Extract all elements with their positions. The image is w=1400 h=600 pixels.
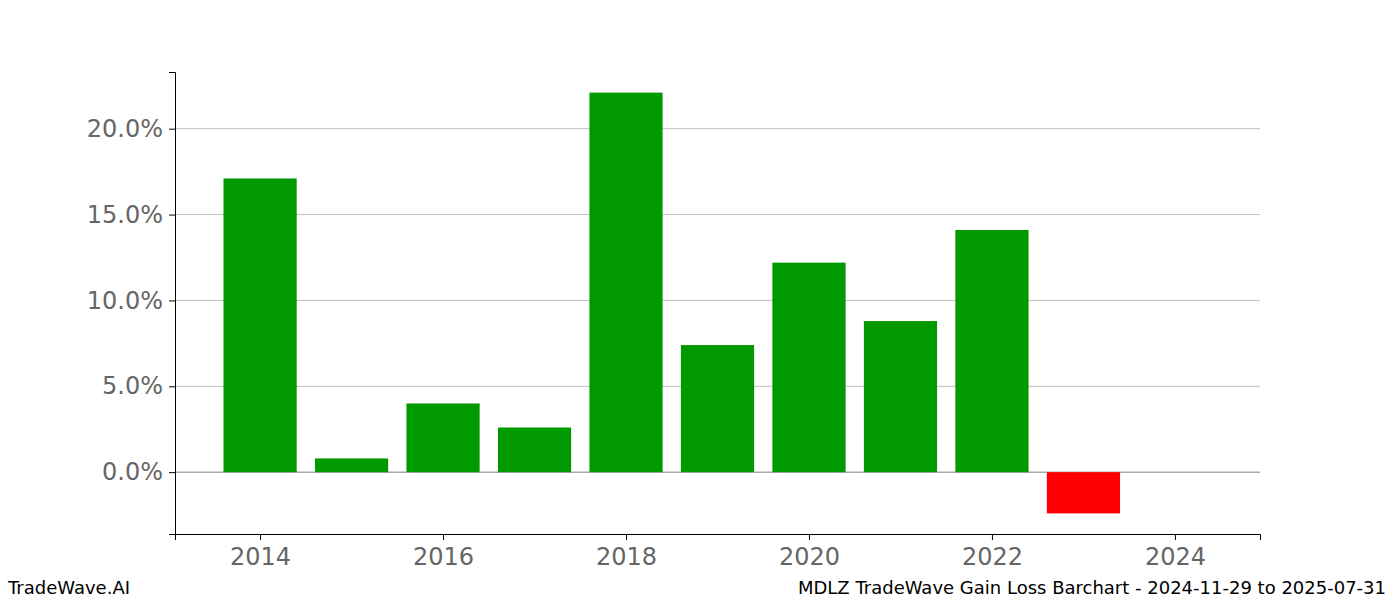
y-axis-line — [169, 73, 176, 535]
bar — [406, 403, 479, 472]
x-tick-mark — [992, 534, 993, 540]
bar — [955, 230, 1028, 472]
x-tick: 2016 — [413, 534, 474, 571]
y-tick-mark — [169, 215, 175, 216]
x-axis-line — [176, 535, 1261, 541]
bar — [589, 93, 662, 473]
grid-line — [175, 128, 1260, 129]
x-tick-label: 2022 — [962, 543, 1023, 571]
y-tick-label: 20.0% — [87, 115, 163, 143]
x-tick: 2018 — [596, 534, 657, 571]
y-tick: 0.0% — [102, 458, 175, 486]
x-tick-mark — [1175, 534, 1176, 540]
bar — [1047, 472, 1120, 513]
x-tick: 2014 — [230, 534, 291, 571]
title: MDLZ TradeWave Gain Loss Barchart - 2024… — [798, 577, 1386, 598]
grid-line — [175, 214, 1260, 215]
x-tick-mark — [443, 534, 444, 540]
grid — [175, 129, 1260, 472]
x-tick-mark — [260, 534, 261, 540]
y-tick: 10.0% — [87, 287, 175, 315]
x-tick-label: 2014 — [230, 543, 291, 571]
y-tick-mark — [169, 129, 175, 130]
x-tick: 2020 — [779, 534, 840, 571]
bar — [223, 178, 296, 472]
bar — [864, 321, 937, 472]
footer-left: TradeWave.AI — [7, 577, 130, 598]
y-tick-mark — [169, 300, 175, 301]
y-tick: 15.0% — [87, 201, 175, 229]
y-tick-mark — [169, 472, 175, 473]
y-tick-label: 0.0% — [102, 458, 163, 486]
y-tick-label: 10.0% — [87, 287, 163, 315]
x-tick: 2022 — [962, 534, 1023, 571]
y-tick-label: 5.0% — [102, 372, 163, 400]
x-tick-label: 2016 — [413, 543, 474, 571]
x-tick: 2024 — [1145, 534, 1206, 571]
y-tick: 20.0% — [87, 115, 175, 143]
bar — [315, 458, 388, 472]
x-tick-label: 2024 — [1145, 543, 1206, 571]
chart: 0.0%5.0%10.0%15.0%20.0%20142016201820202… — [0, 0, 1400, 600]
x-tick-mark — [809, 534, 810, 540]
grid-line — [175, 300, 1260, 301]
bars — [223, 93, 1120, 514]
bar — [681, 345, 754, 472]
y-tick: 5.0% — [102, 372, 175, 400]
bar — [498, 428, 571, 473]
x-tick-label: 2018 — [596, 543, 657, 571]
x-tick-mark — [626, 534, 627, 540]
y-axis: 0.0% 5.0% 10.0% 15.0% 20.0% — [87, 73, 176, 535]
x-tick-label: 2020 — [779, 543, 840, 571]
plot-area: 0.0%5.0%10.0%15.0%20.0%20142016201820202… — [87, 73, 1261, 572]
bar — [772, 263, 845, 473]
y-tick-label: 15.0% — [87, 201, 163, 229]
x-axis: 2014 2016 2018 2020 2022 2024 — [176, 534, 1261, 571]
y-tick-mark — [169, 386, 175, 387]
